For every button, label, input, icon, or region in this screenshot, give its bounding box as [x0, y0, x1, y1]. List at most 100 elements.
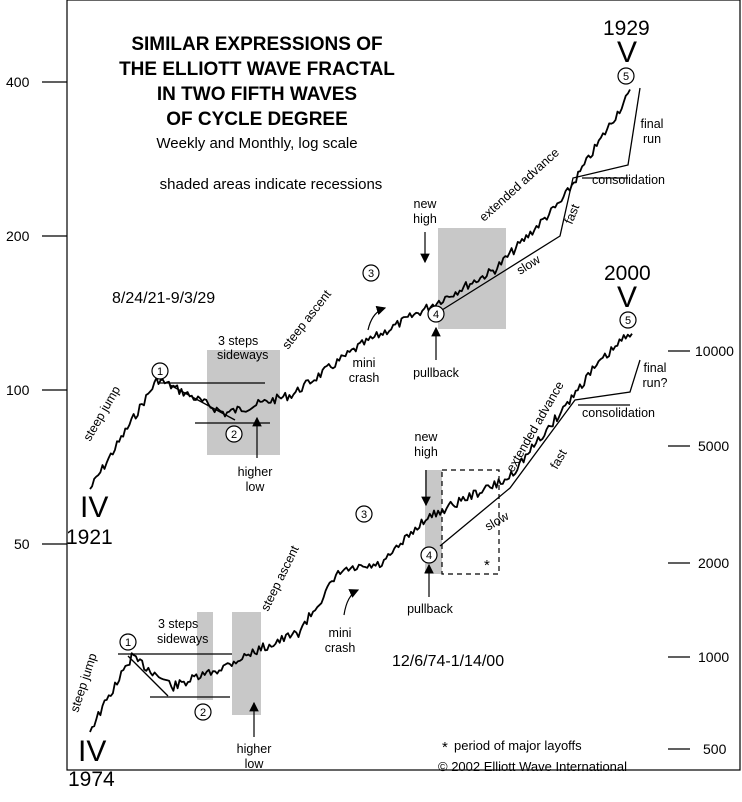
wave-label-1974-2: 2 [200, 707, 206, 719]
right-tick-label-2000: 2000 [698, 555, 729, 571]
trendlines-1974 [118, 359, 641, 698]
ann-low-1974: low [245, 757, 265, 771]
plot-frame [66, 0, 741, 771]
ann-low-1921: low [246, 480, 266, 494]
arrow-mini-crash-1974 [343, 589, 360, 616]
wave-label-1921-2: 2 [231, 429, 237, 441]
wave-circle-1974-2 [194, 703, 212, 721]
wave-label-1974-3: 3 [361, 509, 367, 521]
wave-circle-1974-4 [420, 546, 438, 564]
arrow-mini-crash-1921 [367, 305, 387, 331]
ann-final-1974: final [644, 361, 667, 375]
right-axis: 10000 5000 2000 1000 500 [668, 343, 734, 757]
left-tick-label-400: 400 [6, 74, 30, 90]
wave-label-1921-1: 1 [157, 366, 163, 378]
ann-3-steps-1921: 3 steps [218, 334, 258, 348]
ann-slow-1974: slow [483, 508, 512, 533]
start-year-1921: 1921 [66, 526, 113, 549]
period-label-1974: 12/6/74-1/14/00 [392, 653, 504, 670]
right-tick-label-500: 500 [703, 741, 727, 757]
wave-circle-1974-1 [119, 633, 137, 651]
left-tick-label-200: 200 [6, 228, 30, 244]
wave-circle-1974-5 [619, 311, 637, 329]
ann-steep-ascent-1921: steep ascent [279, 287, 334, 352]
wave-label-1921-4: 4 [433, 309, 439, 321]
ann-pullback-1974: pullback [407, 602, 454, 616]
ann-steep-ascent-1974: steep ascent [258, 543, 302, 613]
ann-sideways-1974: sideways [157, 632, 208, 646]
ann-layoffs-star: * [484, 557, 490, 574]
wave-label-1974-4: 4 [426, 550, 432, 562]
wave-circle-1921-1 [151, 362, 169, 380]
start-label-1921: IV [80, 491, 108, 524]
left-axis: 400 200 100 50 [6, 74, 67, 552]
title-block: SIMILAR EXPRESSIONS OF THE ELLIOTT WAVE … [119, 34, 395, 193]
wave-circle-1974-3 [355, 505, 373, 523]
ann-fast-1921: fast [562, 202, 583, 226]
ann-pullback-1921: pullback [413, 366, 460, 380]
ann-3-steps-1974: 3 steps [158, 617, 198, 631]
ann-sideways-1921: sideways [217, 348, 268, 362]
series-line-1921-1929 [89, 89, 631, 490]
wave-label-1921-5: 5 [623, 71, 629, 83]
right-tick-label-5000: 5000 [698, 438, 729, 454]
subtitle: Weekly and Monthly, log scale [156, 135, 357, 152]
ann-mini-1921: mini [353, 356, 376, 370]
end-label-2000: V [617, 281, 637, 314]
ann-final-1921: final [641, 117, 664, 131]
series-line-1974-2000 [89, 333, 633, 733]
ann-high-1974: high [414, 445, 438, 459]
ann-steep-jump-1974: steep jump [68, 651, 100, 714]
wave-circle-1921-5 [617, 67, 635, 85]
left-tick-label-50: 50 [14, 536, 30, 552]
wave-label-1974-5: 5 [625, 315, 631, 327]
sideways-diag-line-1921 [169, 384, 236, 421]
ann-crash-1974: crash [325, 641, 356, 655]
period-label-1921: 8/24/21-9/3/29 [112, 290, 215, 307]
footnote-star: * [442, 739, 448, 756]
wave-label-1974-1: 1 [125, 637, 131, 649]
recession-shade-1974a [197, 612, 213, 700]
arrows [249, 232, 441, 737]
wave-label-1921-3: 3 [368, 268, 374, 280]
trendlines-1921 [158, 87, 641, 424]
ann-higher-1974: higher [237, 742, 272, 756]
ann-steep-jump-1921: steep jump [80, 384, 123, 444]
wave-circle-1921-3 [362, 264, 380, 282]
wave-markers-1921: 1 2 3 4 5 [151, 67, 635, 443]
start-year-1974: 1974 [68, 768, 115, 791]
left-tick-label-100: 100 [6, 382, 30, 398]
copyright: © 2002 Elliott Wave International [438, 759, 627, 774]
ann-new-1921: new [414, 197, 438, 211]
recession-shade-1921b [438, 228, 506, 329]
shade-note: shaded areas indicate recessions [160, 176, 383, 193]
ann-new-1974: new [415, 430, 439, 444]
ann-slow-1921: slow [514, 252, 543, 278]
ann-higher-1921: higher [238, 465, 273, 479]
ann-consolidation-1974: consolidation [582, 406, 655, 420]
title-line-2: THE ELLIOTT WAVE FRACTAL [119, 59, 395, 80]
end-label-1929: V [617, 36, 637, 69]
footnote-text: period of major layoffs [454, 738, 582, 753]
ann-consolidation-1921: consolidation [592, 173, 665, 187]
ann-fast-1974: fast [547, 447, 569, 472]
ann-mini-1974: mini [329, 626, 352, 640]
wave-circle-1921-2 [225, 425, 243, 443]
start-label-1974: IV [78, 735, 106, 768]
slow-fast-channel-1921 [441, 87, 641, 311]
wave-circle-1921-4 [427, 305, 445, 323]
wave-markers-1974: 1 2 3 4 5 [119, 311, 637, 721]
ann-run-1974: run? [642, 376, 667, 390]
right-tick-label-10000: 10000 [695, 343, 734, 359]
right-tick-label-1000: 1000 [698, 649, 729, 665]
ann-run-1921: run [643, 132, 661, 146]
slow-fast-channel-1974 [439, 359, 641, 547]
layoffs-box [441, 469, 500, 575]
title-line-1: SIMILAR EXPRESSIONS OF [131, 34, 382, 55]
end-year-1929: 1929 [603, 17, 650, 40]
end-year-2000: 2000 [604, 262, 651, 285]
sideways-diag-line-1974 [127, 655, 169, 697]
title-line-3: IN TWO FIFTH WAVES [157, 84, 357, 105]
